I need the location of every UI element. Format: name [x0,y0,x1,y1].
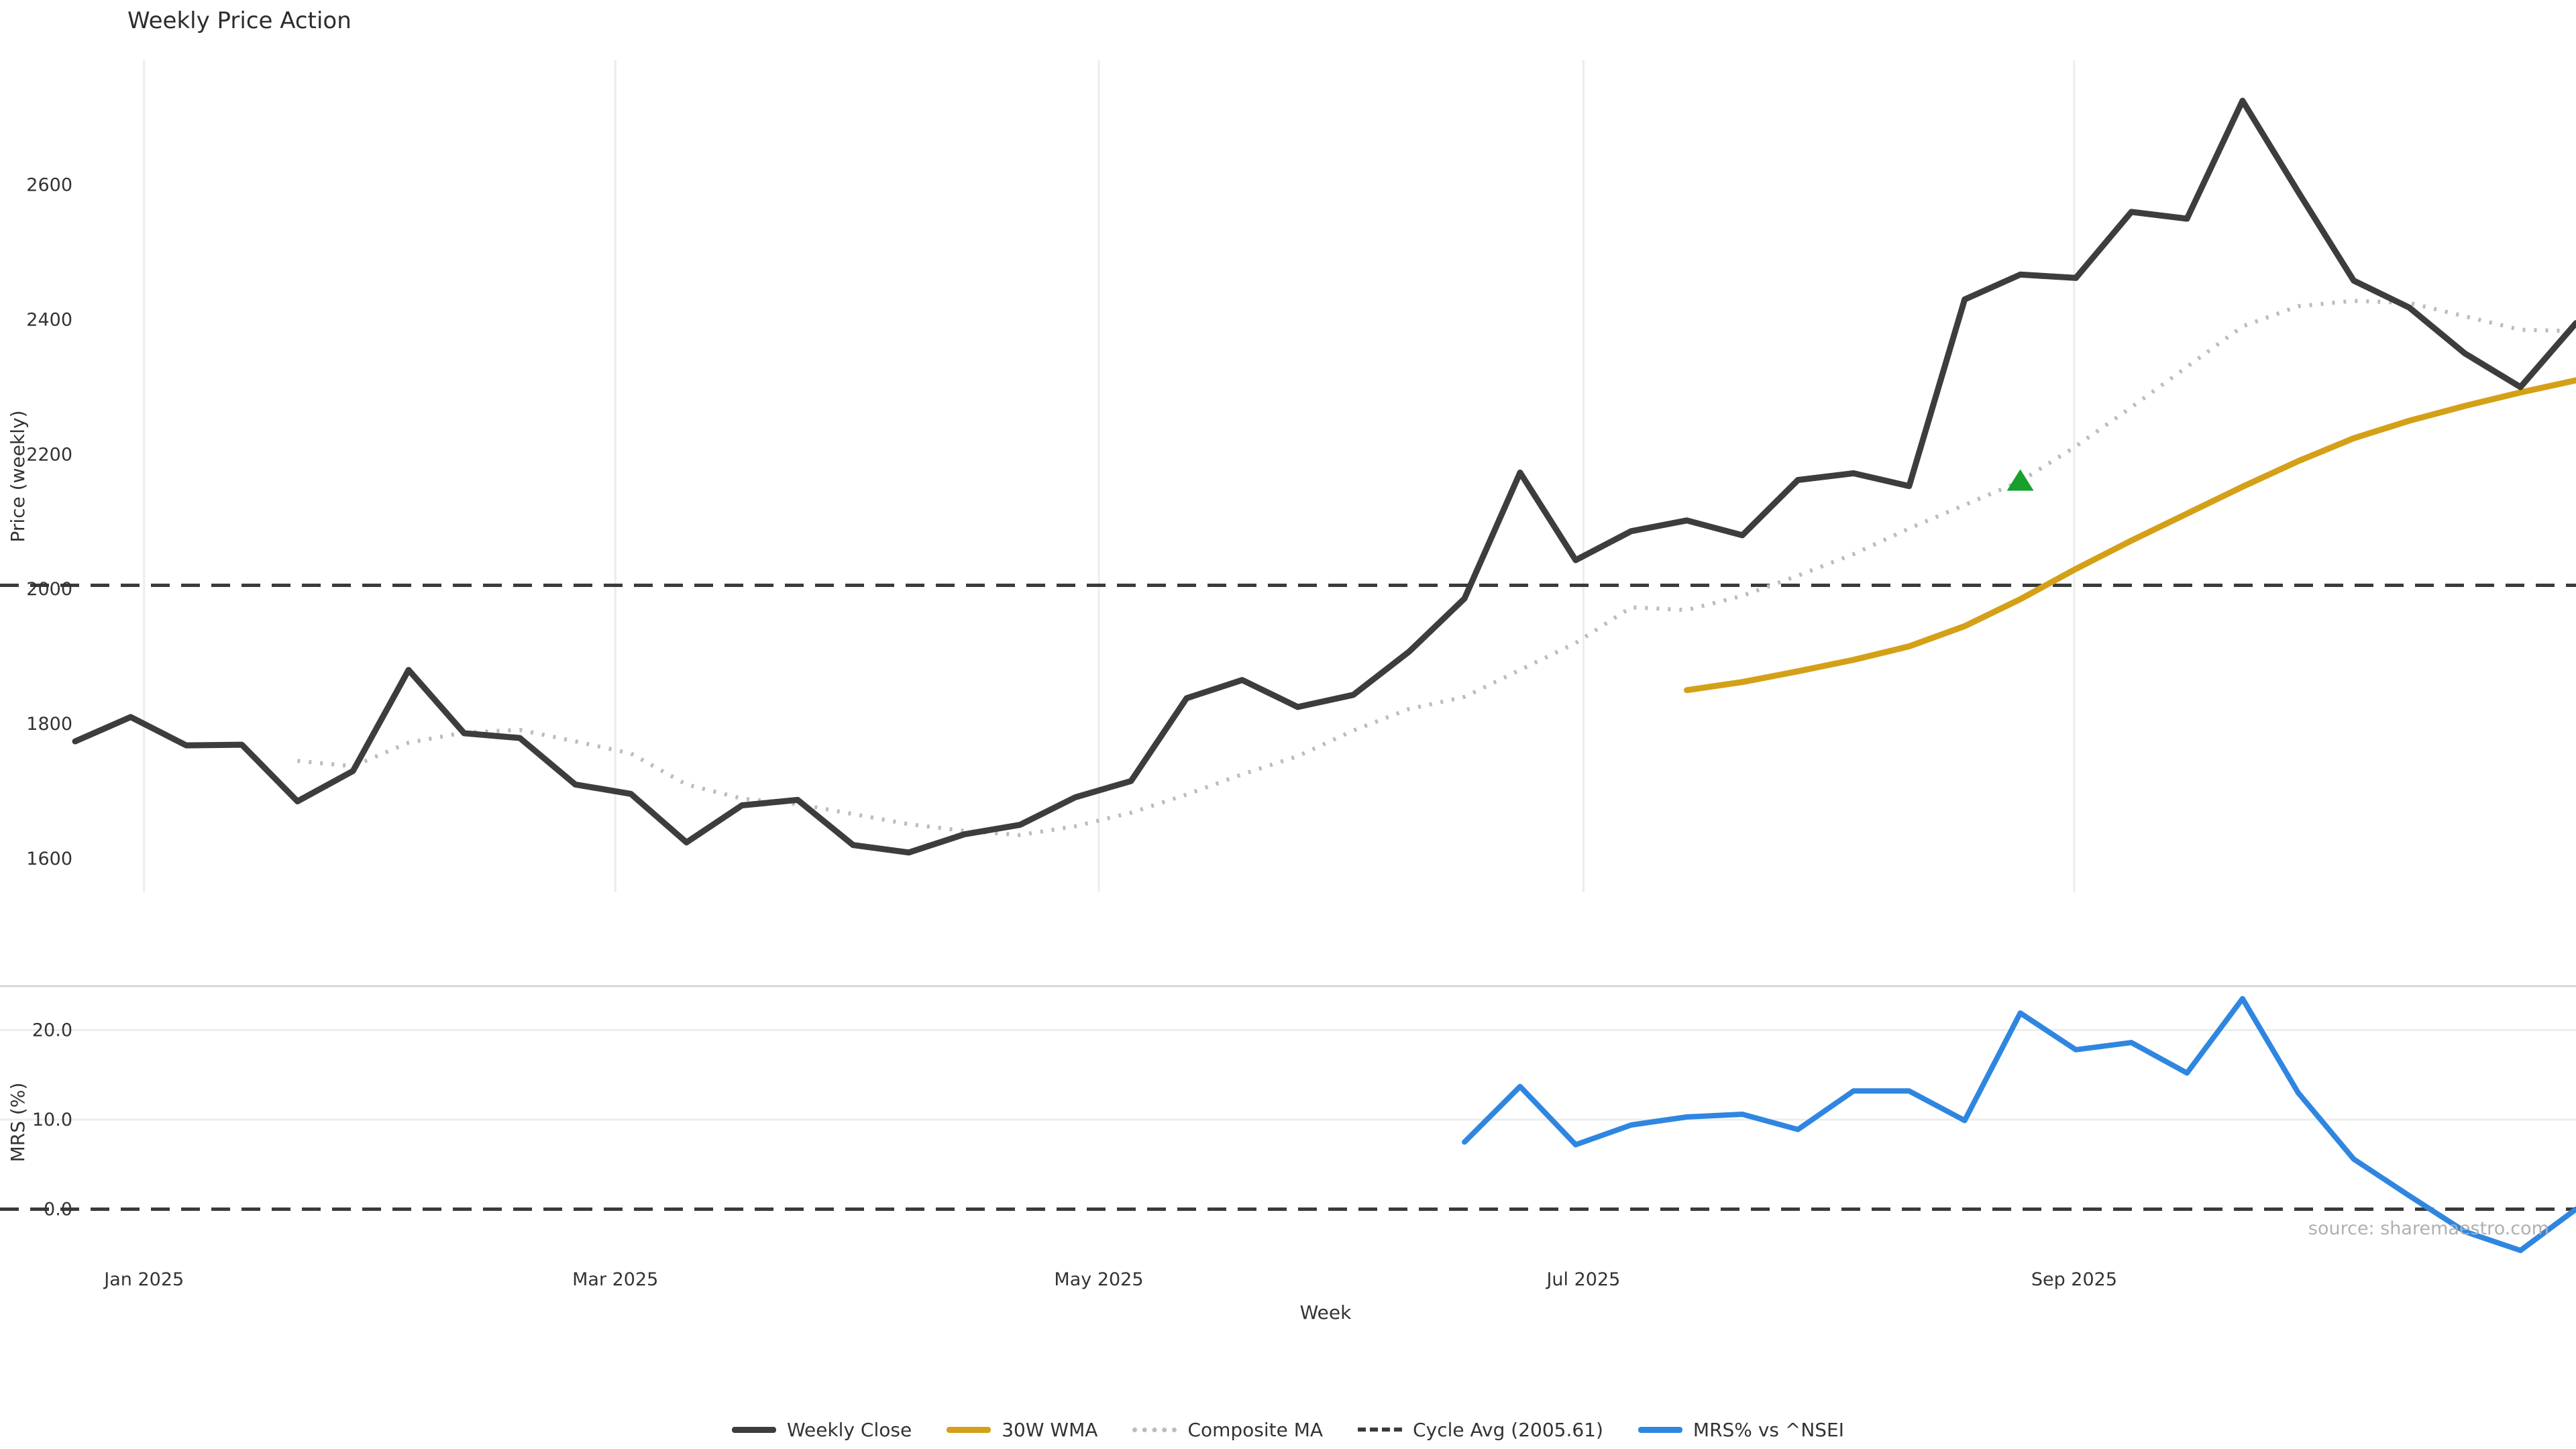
legend-label: MRS% vs ^NSEI [1693,1418,1845,1441]
weekly-close-line [72,97,2576,856]
price-y-tick-label-1: 1800 [26,714,72,735]
legend-item-1: 30W WMA [947,1419,1097,1441]
legend-label: Cycle Avg (2005.61) [1413,1418,1603,1441]
price-y-tick-label-0: 1600 [26,849,72,869]
price-y-axis-label: Price (weekly) [7,411,29,543]
mrs-y-axis-label: MRS (%) [7,1083,29,1163]
mrs-y-tick-label-2: 20.0 [32,1020,72,1040]
legend-item-3: Cycle Avg (2005.61) [1358,1419,1603,1441]
price-y-tick-label-2: 2000 [26,579,72,600]
wma-30w-line [1684,377,2576,694]
legend-label: 30W WMA [1002,1418,1098,1441]
mrs-y-tick-label-1: 10.0 [32,1110,72,1130]
legend-swatch-dotted [1132,1427,1177,1432]
legend-swatch-solid [1638,1426,1682,1433]
x-tick-label-0: Jan 2025 [103,1269,184,1290]
mrs-y-tick-label-0: 0.0 [44,1199,72,1220]
source-note: source: sharemaestro.com [2308,1218,2549,1239]
price-y-tick-label-5: 2600 [26,175,72,196]
legend-swatch-dashed [1358,1428,1403,1432]
legend-item-4: MRS% vs ^NSEI [1638,1419,1844,1441]
x-axis-label: Week [1300,1301,1352,1324]
series-layer [0,97,2576,1253]
legend-label: Weekly Close [786,1418,912,1441]
x-tick-label-1: Mar 2025 [572,1269,658,1290]
gridline-layer [0,60,2576,1121]
price-y-tick-label-4: 2400 [26,310,72,331]
x-tick-label-3: Jul 2025 [1545,1269,1620,1290]
mrs-line [1462,996,2576,1253]
legend-item-0: Weekly Close [731,1418,912,1441]
tick-label-layer: Jan 2025 Mar 2025 May 2025 Jul 2025 Sep 2025… [26,175,2117,1290]
x-tick-label-2: May 2025 [1054,1269,1143,1290]
legend-label: Composite MA [1187,1418,1324,1441]
legend-swatch-solid [947,1426,991,1433]
chart-title: Weekly Price Action [127,7,352,34]
legend-swatch-solid [731,1426,776,1433]
price-y-tick-label-3: 2200 [26,444,72,465]
x-tick-label-4: Sep 2025 [2031,1269,2117,1290]
signal-triangle-marker [2006,469,2034,491]
composite-ma-line [297,299,2576,837]
legend-item-2: Composite MA [1132,1419,1323,1441]
legend: Weekly Close 30W WMA Composite MA Cycle Avg… [0,1406,2576,1449]
